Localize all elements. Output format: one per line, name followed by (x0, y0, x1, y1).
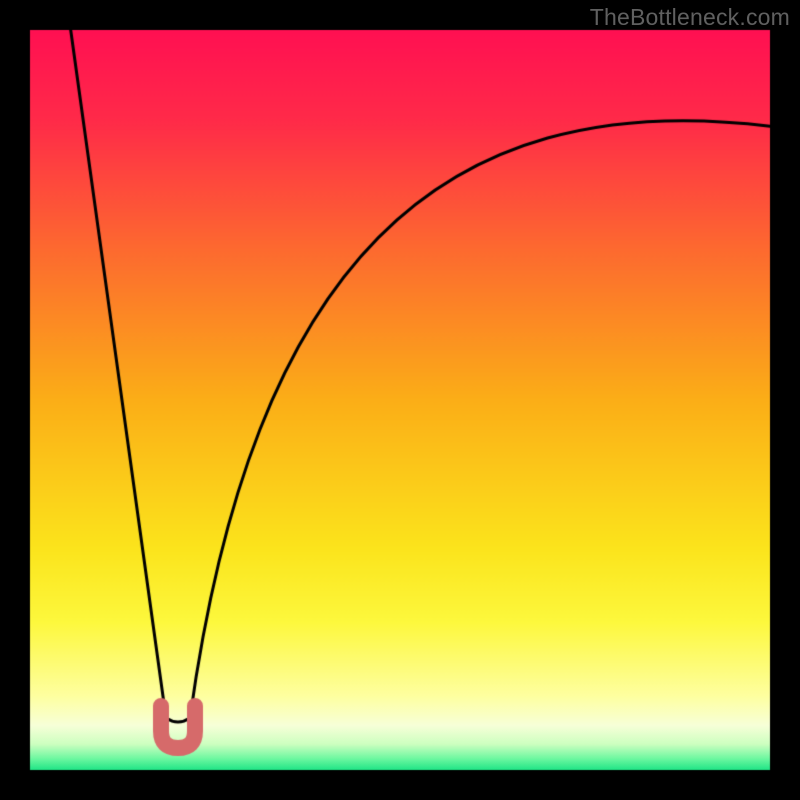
watermark-text: TheBottleneck.com (590, 4, 790, 31)
bottleneck-chart-canvas (0, 0, 800, 800)
chart-container: TheBottleneck.com (0, 0, 800, 800)
